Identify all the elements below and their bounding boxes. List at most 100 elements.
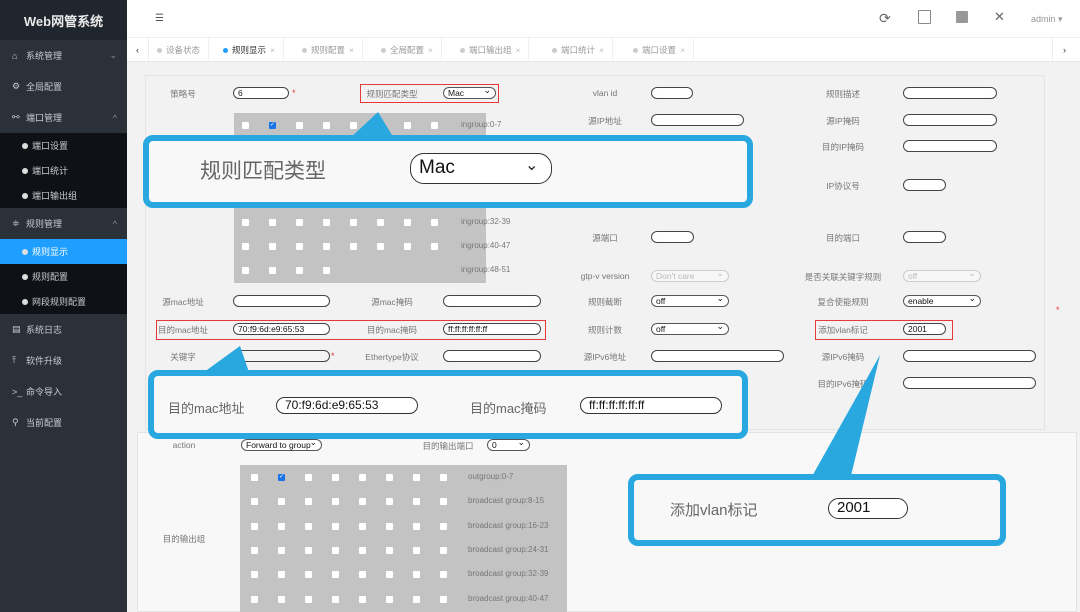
src-ipv6-input[interactable]	[651, 350, 784, 362]
group-checkbox[interactable]	[431, 218, 438, 226]
dst-ip-mask-input[interactable]	[903, 140, 997, 152]
group-checkbox[interactable]	[359, 474, 366, 481]
group-checkbox[interactable]	[350, 122, 357, 129]
group-checkbox[interactable]	[296, 243, 303, 250]
group-checkbox[interactable]	[269, 243, 276, 250]
close-icon[interactable]: ×	[270, 45, 275, 55]
group-checkbox[interactable]	[323, 267, 330, 275]
group-checkbox[interactable]	[305, 595, 312, 603]
tab-0[interactable]: 设备状态	[149, 38, 210, 62]
group-checkbox[interactable]	[413, 595, 420, 603]
group-checkbox[interactable]	[251, 595, 258, 603]
group-checkbox[interactable]	[404, 218, 411, 226]
group-checkbox[interactable]	[440, 498, 447, 506]
sidebar-item-8[interactable]: 规则配置	[0, 264, 127, 289]
group-checkbox[interactable]	[386, 474, 393, 481]
group-checkbox[interactable]	[404, 122, 411, 129]
ip-proto-input[interactable]	[903, 179, 946, 191]
rule-desc-input[interactable]	[903, 87, 997, 99]
group-checkbox[interactable]	[440, 595, 447, 603]
group-checkbox[interactable]	[269, 267, 276, 275]
tab-5[interactable]: 端口统计 ×	[544, 38, 613, 62]
group-checkbox[interactable]	[440, 474, 447, 481]
sidebar-item-10[interactable]: ▤ 系统日志	[0, 314, 127, 345]
group-checkbox[interactable]	[404, 243, 411, 250]
close-icon[interactable]: ×	[515, 45, 521, 55]
group-checkbox[interactable]	[242, 243, 249, 250]
group-checkbox[interactable]	[413, 522, 420, 530]
group-checkbox[interactable]	[296, 122, 303, 129]
group-checkbox[interactable]	[242, 267, 249, 275]
sidebar-item-4[interactable]: 端口统计	[0, 158, 127, 183]
group-checkbox[interactable]	[440, 522, 447, 530]
rule-count-select[interactable]: off	[651, 321, 729, 335]
group-checkbox[interactable]	[413, 571, 420, 579]
src-ip-input[interactable]	[651, 114, 744, 126]
tab-1[interactable]: 规则显示 ×	[215, 38, 284, 62]
group-checkbox[interactable]	[278, 498, 285, 506]
sidebar-item-11[interactable]: ⤒ 软件升级	[0, 345, 127, 376]
group-checkbox[interactable]	[359, 595, 366, 603]
src-mac-input[interactable]	[233, 295, 330, 307]
src-mac-mask-input[interactable]	[443, 295, 541, 307]
dst-mac-input[interactable]: 70:f9:6d:e9:65:53	[233, 323, 330, 335]
refresh-icon[interactable]: ⟳	[879, 10, 891, 26]
match-type-select[interactable]: Mac	[443, 85, 496, 99]
strategy-no-input[interactable]: 6	[233, 87, 289, 99]
group-checkbox[interactable]	[251, 571, 258, 579]
rule-truncate-select[interactable]: off	[651, 293, 729, 307]
tab-2[interactable]: 规则配置 ×	[294, 38, 363, 62]
tab-3[interactable]: 全局配置 ×	[373, 38, 442, 62]
dst-ipv6-mask-input[interactable]	[903, 377, 1036, 389]
group-checkbox[interactable]	[332, 474, 339, 481]
menu-icon[interactable]: ☰	[155, 13, 164, 24]
group-checkbox[interactable]	[278, 546, 285, 554]
dst-out-port-select[interactable]: 0	[487, 437, 530, 451]
group-checkbox[interactable]	[332, 522, 339, 530]
group-checkbox[interactable]	[251, 498, 258, 506]
group-checkbox[interactable]	[377, 218, 384, 226]
keyword-rule-select[interactable]: off	[903, 268, 981, 282]
sidebar-item-0[interactable]: ⌂ 系统管理 ⌄	[0, 40, 127, 71]
group-checkbox[interactable]	[440, 546, 447, 554]
group-checkbox[interactable]	[296, 267, 303, 275]
sidebar-item-1[interactable]: ⚙ 全局配置	[0, 71, 127, 102]
group-checkbox[interactable]	[305, 546, 312, 554]
group-checkbox[interactable]	[332, 498, 339, 506]
group-checkbox[interactable]	[377, 122, 384, 129]
group-checkbox[interactable]	[269, 218, 276, 226]
group-checkbox[interactable]	[296, 218, 303, 226]
sidebar-item-13[interactable]: ⚲ 当前配置	[0, 407, 127, 438]
group-checkbox[interactable]	[251, 546, 258, 554]
group-checkbox[interactable]	[413, 498, 420, 506]
group-checkbox[interactable]	[386, 546, 393, 554]
tab-6[interactable]: 端口设置 ×	[625, 38, 694, 62]
group-checkbox[interactable]	[359, 546, 366, 554]
gtp-version-select[interactable]: Don't care	[651, 268, 729, 282]
tabs-scroll-right-icon[interactable]: ›	[1052, 38, 1076, 62]
action-select[interactable]: Forward to group	[241, 437, 322, 451]
tabs-scroll-left-icon[interactable]: ‹	[127, 38, 149, 62]
group-checkbox[interactable]	[242, 122, 249, 129]
group-checkbox[interactable]	[305, 498, 312, 506]
composite-enable-select[interactable]: enable	[903, 293, 981, 307]
group-checkbox[interactable]	[278, 522, 285, 530]
group-checkbox[interactable]	[431, 243, 438, 250]
group-checkbox[interactable]	[332, 546, 339, 554]
fullscreen-icon[interactable]: ✕	[994, 9, 1005, 24]
group-checkbox[interactable]	[386, 522, 393, 530]
group-checkbox[interactable]	[386, 571, 393, 579]
group-checkbox[interactable]	[323, 122, 330, 129]
group-checkbox[interactable]	[278, 473, 285, 481]
group-checkbox[interactable]	[278, 571, 285, 579]
sidebar-item-12[interactable]: >_ 命令导入	[0, 376, 127, 407]
group-checkbox[interactable]	[251, 522, 258, 530]
group-checkbox[interactable]	[359, 571, 366, 579]
group-checkbox[interactable]	[431, 122, 438, 129]
group-checkbox[interactable]	[251, 474, 258, 481]
group-checkbox[interactable]	[386, 595, 393, 603]
group-checkbox[interactable]	[332, 595, 339, 603]
dst-mac-mask-input[interactable]: ff:ff:ff:ff:ff:ff	[443, 323, 541, 335]
src-ip-mask-input[interactable]	[903, 114, 997, 126]
group-checkbox[interactable]	[305, 571, 312, 579]
